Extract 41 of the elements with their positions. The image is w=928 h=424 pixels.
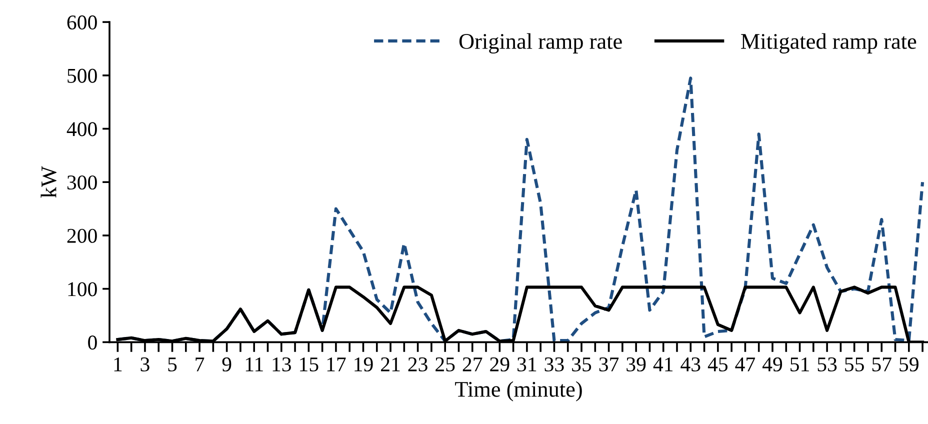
x-tick-label: 55 bbox=[845, 358, 864, 372]
x-tick-label: 21 bbox=[381, 357, 400, 372]
y-tick-label: 100 bbox=[68, 282, 97, 296]
x-tick-label: 57 bbox=[872, 358, 892, 372]
x-tick-label: 59 bbox=[900, 357, 918, 372]
x-tick-label: 19 bbox=[354, 357, 373, 372]
x-tick-label: 9 bbox=[222, 357, 232, 372]
x-tick-label: 51 bbox=[790, 357, 809, 372]
legend-label: Mitigated ramp rate bbox=[741, 33, 916, 54]
x-tick-label: 41 bbox=[653, 357, 673, 372]
y-axis-title: kW bbox=[40, 166, 56, 198]
x-tick-label: 11 bbox=[246, 357, 263, 372]
x-tick-label: 17 bbox=[327, 357, 346, 372]
x-tick-label: 15 bbox=[300, 357, 318, 372]
y-tick-label: 500 bbox=[68, 68, 97, 83]
x-tick-label: 23 bbox=[408, 357, 428, 372]
x-tick-label: 33 bbox=[544, 357, 564, 372]
x-tick-label: 53 bbox=[818, 357, 837, 372]
y-tick-label: 400 bbox=[66, 122, 97, 136]
legend-label: Original ramp rate bbox=[459, 33, 622, 54]
x-axis-title: Time (minute) bbox=[455, 381, 582, 402]
x-tick-label: 35 bbox=[572, 357, 592, 372]
x-tick-label: 5 bbox=[168, 358, 177, 372]
x-tick-label: 27 bbox=[462, 357, 482, 372]
y-tick-label: 200 bbox=[67, 228, 97, 243]
x-tick-label: 1 bbox=[114, 357, 122, 372]
x-tick-label: 13 bbox=[272, 357, 291, 372]
x-tick-label: 7 bbox=[196, 358, 204, 372]
x-tick-label: 25 bbox=[436, 357, 455, 372]
x-tick-label: 3 bbox=[140, 357, 150, 372]
x-tick-label: 47 bbox=[735, 357, 756, 372]
y-tick-label: 600 bbox=[67, 15, 97, 30]
y-tick-label: 300 bbox=[67, 175, 97, 190]
x-tick-label: 45 bbox=[708, 357, 728, 372]
x-tick-label: 31 bbox=[518, 357, 536, 372]
x-tick-label: 43 bbox=[680, 357, 700, 372]
y-tick-label: 0 bbox=[88, 336, 97, 350]
x-tick-label: 37 bbox=[599, 357, 619, 372]
x-tick-label: 39 bbox=[626, 357, 646, 372]
x-tick-label: 29 bbox=[490, 357, 510, 372]
x-tick-label: 49 bbox=[762, 357, 782, 372]
